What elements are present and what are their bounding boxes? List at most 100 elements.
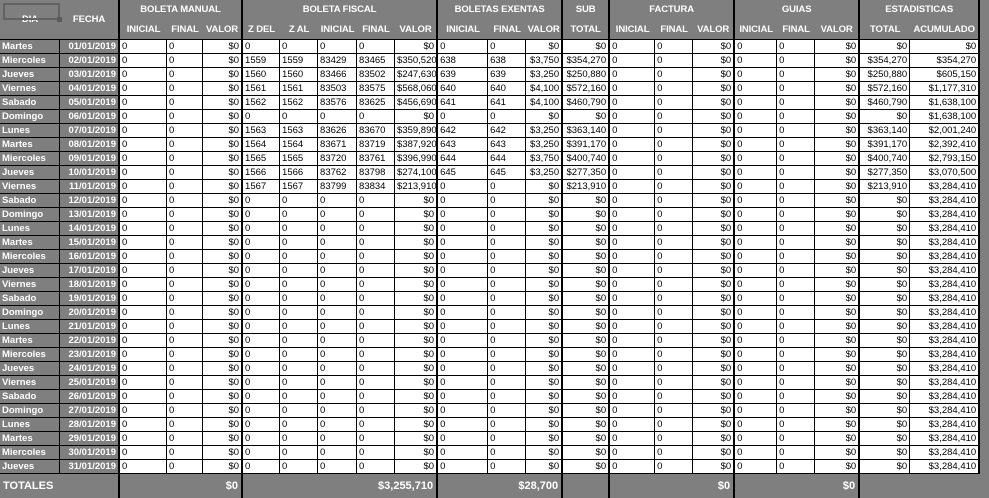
est-acumulado-cell[interactable]: $2,392,410: [910, 138, 981, 152]
zdel-cell[interactable]: 0: [243, 460, 281, 474]
bm-valor-cell[interactable]: $0: [203, 432, 244, 446]
est-acumulado-cell[interactable]: $605,150: [910, 68, 981, 82]
fa-inicial-cell[interactable]: 0: [610, 334, 656, 348]
bf-final-cell[interactable]: 0: [357, 348, 396, 362]
bm-final-cell[interactable]: 0: [167, 152, 203, 166]
bf-final-cell[interactable]: 0: [357, 236, 396, 250]
zdel-cell[interactable]: 0: [243, 376, 281, 390]
zal-cell[interactable]: 1565: [280, 152, 319, 166]
bm-valor-cell[interactable]: $0: [203, 54, 244, 68]
bm-valor-cell[interactable]: $0: [203, 292, 244, 306]
gu-valor-cell[interactable]: $0: [815, 68, 861, 82]
bm-inicial-cell[interactable]: 0: [120, 236, 167, 250]
est-total-cell[interactable]: $213,910: [860, 180, 911, 194]
fa-inicial-cell[interactable]: 0: [610, 96, 656, 110]
subtotal-cell[interactable]: $0: [563, 376, 611, 390]
fa-valor-cell[interactable]: $0: [693, 110, 736, 124]
fa-valor-cell[interactable]: $0: [693, 194, 736, 208]
be-inicial-cell[interactable]: 0: [438, 390, 489, 404]
bf-valor-cell[interactable]: $568,060: [395, 82, 439, 96]
bf-inicial-cell[interactable]: 0: [318, 376, 358, 390]
zdel-cell[interactable]: 0: [243, 222, 281, 236]
subtotal-cell[interactable]: $0: [563, 292, 611, 306]
fa-valor-cell[interactable]: $0: [693, 404, 736, 418]
be-inicial-cell[interactable]: 0: [438, 292, 489, 306]
bf-final-cell[interactable]: 0: [357, 278, 396, 292]
gu-valor-cell[interactable]: $0: [815, 460, 861, 474]
est-acumulado-cell[interactable]: $3,284,410: [910, 236, 981, 250]
gu-inicial-cell[interactable]: 0: [735, 404, 778, 418]
zdel-cell[interactable]: 1564: [243, 138, 281, 152]
zdel-cell[interactable]: 0: [243, 264, 281, 278]
zal-cell[interactable]: 0: [280, 208, 319, 222]
est-acumulado-cell[interactable]: $0: [910, 40, 981, 54]
bm-inicial-cell[interactable]: 0: [120, 110, 167, 124]
fa-final-cell[interactable]: 0: [655, 166, 694, 180]
est-total-cell[interactable]: $0: [860, 348, 911, 362]
bm-inicial-cell[interactable]: 0: [120, 222, 167, 236]
bf-final-cell[interactable]: 0: [357, 208, 396, 222]
bf-inicial-cell[interactable]: 0: [318, 40, 358, 54]
fa-valor-cell[interactable]: $0: [693, 446, 736, 460]
gu-inicial-cell[interactable]: 0: [735, 222, 778, 236]
bm-inicial-cell[interactable]: 0: [120, 376, 167, 390]
zal-cell[interactable]: 0: [280, 390, 319, 404]
subtotal-cell[interactable]: $0: [563, 208, 611, 222]
gu-valor-cell[interactable]: $0: [815, 166, 861, 180]
bm-final-cell[interactable]: 0: [167, 320, 203, 334]
fa-final-cell[interactable]: 0: [655, 390, 694, 404]
est-acumulado-cell[interactable]: $3,284,410: [910, 446, 981, 460]
fa-valor-cell[interactable]: $0: [693, 320, 736, 334]
bm-valor-cell[interactable]: $0: [203, 376, 244, 390]
gu-final-cell[interactable]: 0: [777, 320, 816, 334]
gu-valor-cell[interactable]: $0: [815, 362, 861, 376]
est-acumulado-cell[interactable]: $3,284,410: [910, 348, 981, 362]
bf-inicial-cell[interactable]: 0: [318, 404, 358, 418]
be-final-cell[interactable]: 0: [488, 292, 527, 306]
subtotal-cell[interactable]: $0: [563, 236, 611, 250]
be-final-cell[interactable]: 0: [488, 362, 527, 376]
fa-inicial-cell[interactable]: 0: [610, 208, 656, 222]
bf-inicial-cell[interactable]: 0: [318, 390, 358, 404]
gu-valor-cell[interactable]: $0: [815, 446, 861, 460]
gu-inicial-cell[interactable]: 0: [735, 68, 778, 82]
gu-final-cell[interactable]: 0: [777, 110, 816, 124]
bf-valor-cell[interactable]: $0: [395, 446, 439, 460]
bf-final-cell[interactable]: 83761: [357, 152, 396, 166]
gu-valor-cell[interactable]: $0: [815, 222, 861, 236]
gu-valor-cell[interactable]: $0: [815, 138, 861, 152]
be-valor-cell[interactable]: $0: [526, 320, 564, 334]
bm-valor-cell[interactable]: $0: [203, 278, 244, 292]
gu-inicial-cell[interactable]: 0: [735, 124, 778, 138]
be-valor-cell[interactable]: $3,250: [526, 166, 564, 180]
fa-valor-cell[interactable]: $0: [693, 306, 736, 320]
subtotal-cell[interactable]: $0: [563, 418, 611, 432]
bm-inicial-cell[interactable]: 0: [120, 208, 167, 222]
be-final-cell[interactable]: 0: [488, 180, 527, 194]
bm-inicial-cell[interactable]: 0: [120, 446, 167, 460]
fa-valor-cell[interactable]: $0: [693, 180, 736, 194]
be-valor-cell[interactable]: $0: [526, 362, 564, 376]
be-inicial-cell[interactable]: 643: [438, 138, 489, 152]
bm-valor-cell[interactable]: $0: [203, 264, 244, 278]
fa-final-cell[interactable]: 0: [655, 264, 694, 278]
bm-valor-cell[interactable]: $0: [203, 208, 244, 222]
bf-inicial-cell[interactable]: 0: [318, 334, 358, 348]
est-acumulado-cell[interactable]: $3,284,410: [910, 362, 981, 376]
bm-valor-cell[interactable]: $0: [203, 306, 244, 320]
be-final-cell[interactable]: 0: [488, 250, 527, 264]
est-acumulado-cell[interactable]: $3,284,410: [910, 194, 981, 208]
fa-inicial-cell[interactable]: 0: [610, 376, 656, 390]
est-total-cell[interactable]: $0: [860, 446, 911, 460]
bm-inicial-cell[interactable]: 0: [120, 54, 167, 68]
be-valor-cell[interactable]: $0: [526, 404, 564, 418]
subtotal-cell[interactable]: $0: [563, 432, 611, 446]
bm-inicial-cell[interactable]: 0: [120, 68, 167, 82]
bm-final-cell[interactable]: 0: [167, 292, 203, 306]
zal-cell[interactable]: 1559: [280, 54, 319, 68]
fa-final-cell[interactable]: 0: [655, 124, 694, 138]
bf-final-cell[interactable]: 83834: [357, 180, 396, 194]
gu-valor-cell[interactable]: $0: [815, 124, 861, 138]
zdel-cell[interactable]: 0: [243, 40, 281, 54]
fa-inicial-cell[interactable]: 0: [610, 250, 656, 264]
